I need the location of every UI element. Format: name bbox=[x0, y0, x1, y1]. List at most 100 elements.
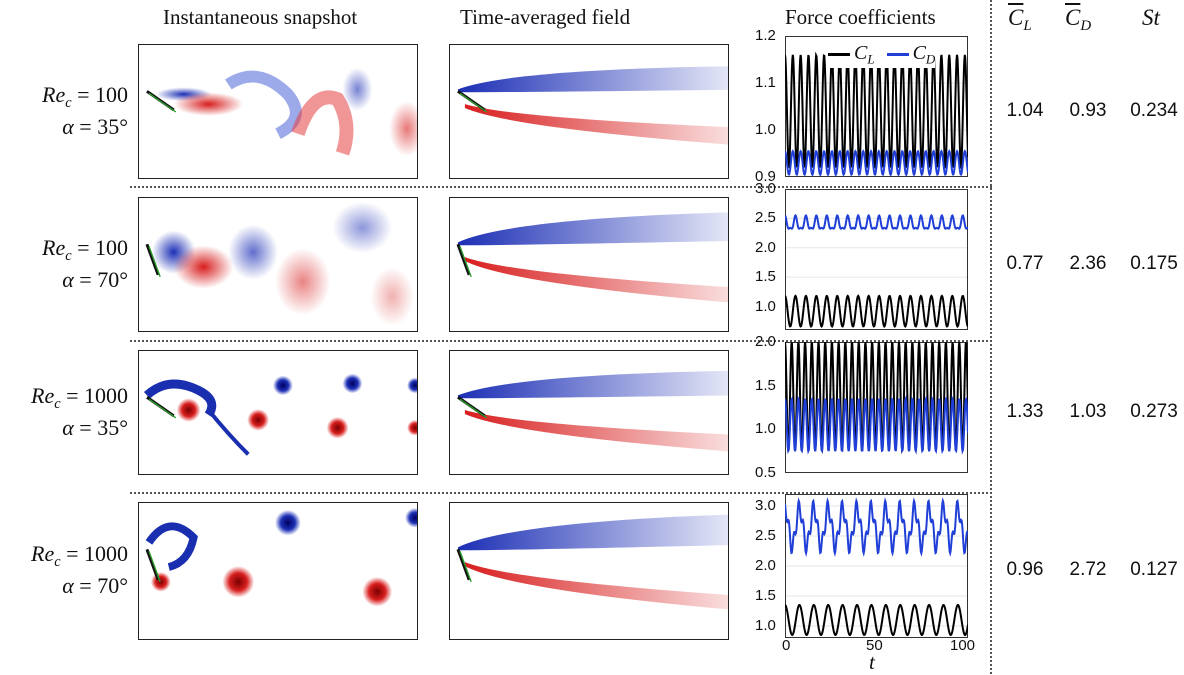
vortex-blob bbox=[275, 509, 301, 536]
vortex-blob bbox=[275, 248, 331, 316]
row-3-st: 0.273 bbox=[1130, 400, 1178, 422]
vortex-blob bbox=[326, 416, 349, 439]
vortex-blob bbox=[176, 398, 201, 422]
re-sub: c bbox=[65, 94, 72, 111]
row-2-st: 0.175 bbox=[1130, 252, 1178, 274]
alpha-value: = 70° bbox=[73, 573, 128, 598]
avg-red-wake bbox=[464, 410, 728, 452]
row-4-st: 0.127 bbox=[1130, 559, 1178, 580]
re-symbol: Re bbox=[31, 382, 55, 408]
avg-red-wake bbox=[464, 104, 728, 145]
row-1-snapshot-panel bbox=[138, 44, 418, 179]
vortex-blob bbox=[370, 266, 415, 327]
y-tick-label: 0.5 bbox=[755, 464, 776, 481]
vortex-blob bbox=[407, 377, 417, 394]
row-separator-2 bbox=[130, 340, 992, 342]
alpha-value: = 35° bbox=[73, 113, 128, 139]
chart-frame bbox=[785, 189, 968, 330]
row-1-re-label: Rec = 100 bbox=[0, 82, 128, 112]
legend-cd-label: C bbox=[912, 42, 926, 64]
row-separator-3 bbox=[130, 492, 992, 494]
avg-blue-wake bbox=[457, 66, 728, 93]
series-cd-line bbox=[785, 497, 968, 558]
plate-highlight bbox=[459, 551, 472, 583]
y-tick-label: 1.5 bbox=[755, 587, 776, 604]
vortex-blob bbox=[389, 101, 417, 157]
header-cd-symbol: C bbox=[1065, 5, 1081, 30]
series-cd-line bbox=[785, 149, 968, 177]
vortex-blob bbox=[291, 90, 354, 156]
re-value: = 100 bbox=[71, 81, 128, 107]
plate-highlight bbox=[148, 398, 177, 419]
vortex-blob bbox=[173, 92, 244, 116]
header-st: St bbox=[1142, 5, 1160, 30]
row-3-cl-mean: 1.33 bbox=[1006, 400, 1044, 422]
column-separator bbox=[990, 0, 992, 674]
vortex-blob bbox=[222, 566, 255, 598]
row-4-snapshot-panel bbox=[138, 502, 418, 640]
y-tick-label: 0.9 bbox=[755, 168, 776, 185]
header-cl-sub: L bbox=[1023, 18, 1032, 35]
y-tick-label: 2.5 bbox=[755, 527, 776, 544]
re-value: = 100 bbox=[71, 234, 128, 260]
row-1-cd-mean: 0.93 bbox=[1069, 99, 1107, 121]
x-axis-label: t bbox=[869, 650, 875, 674]
y-tick-label: 1.1 bbox=[755, 74, 776, 91]
vortex-blob bbox=[247, 409, 270, 431]
alpha-symbol: α bbox=[62, 113, 74, 139]
y-tick-label: 1.2 bbox=[755, 27, 776, 44]
avg-red-wake bbox=[464, 562, 728, 610]
header-cl-symbol: C bbox=[1008, 5, 1024, 30]
alpha-value: = 35° bbox=[73, 414, 128, 440]
row-4-averaged-panel bbox=[449, 502, 729, 640]
legend-cl-sub: L bbox=[867, 51, 875, 67]
vortex-blob bbox=[225, 70, 302, 139]
vortex-blob bbox=[206, 408, 250, 456]
row-3-alpha-label: α = 35° bbox=[0, 415, 128, 441]
header-cd-sub: D bbox=[1080, 18, 1092, 35]
alpha-symbol: α bbox=[62, 573, 74, 598]
vortex-blob bbox=[228, 224, 278, 280]
re-symbol: Re bbox=[42, 234, 66, 260]
plate-highlight bbox=[148, 92, 177, 113]
row-1-cl-mean: 1.04 bbox=[1006, 99, 1044, 121]
row-3-averaged-panel bbox=[449, 350, 729, 475]
row-3-snapshot-panel bbox=[138, 350, 418, 475]
y-tick-label: 1.0 bbox=[755, 617, 776, 634]
row-2-alpha-label: α = 70° bbox=[0, 267, 128, 293]
chart-legend: CL CD bbox=[828, 42, 936, 68]
y-tick-label: 3.0 bbox=[755, 497, 776, 514]
row-3-force-chart bbox=[785, 342, 968, 473]
plate bbox=[456, 548, 471, 581]
y-tick-label: 2.0 bbox=[755, 238, 776, 256]
legend-cd-sub: D bbox=[925, 51, 936, 67]
re-sub: c bbox=[54, 554, 61, 570]
re-sub: c bbox=[65, 247, 72, 264]
plate-highlight bbox=[459, 92, 488, 113]
re-value: = 1000 bbox=[60, 541, 128, 566]
vortex-blob bbox=[407, 419, 417, 436]
row-1-st: 0.234 bbox=[1130, 99, 1178, 121]
series-cl-line bbox=[785, 51, 968, 171]
plate-highlight bbox=[459, 398, 488, 419]
x-tick-label: 0 bbox=[782, 637, 791, 654]
y-tick-label: 1.0 bbox=[755, 121, 776, 138]
plate bbox=[145, 243, 160, 276]
vortex-blob bbox=[362, 576, 393, 607]
y-tick-label: 1.5 bbox=[755, 268, 776, 286]
header-snapshot: Instantaneous snapshot bbox=[163, 5, 358, 29]
x-tick-label: 50 bbox=[866, 637, 883, 654]
vortex-blob bbox=[173, 245, 234, 289]
series-cl-line bbox=[785, 603, 968, 637]
row-2-snapshot-panel bbox=[138, 197, 418, 332]
row-4-re-label: Rec = 1000 bbox=[0, 541, 128, 571]
row-4-cl-mean: 0.96 bbox=[1006, 559, 1044, 580]
row-3-re-label: Rec = 1000 bbox=[0, 383, 128, 413]
y-tick-label: 2.5 bbox=[755, 209, 776, 227]
row-4-cd-mean: 2.72 bbox=[1069, 559, 1107, 580]
legend-cl-label: C bbox=[854, 42, 868, 64]
series-cd-line bbox=[785, 395, 968, 455]
plate-highlight bbox=[459, 246, 472, 278]
vortex-blob bbox=[405, 507, 417, 528]
vortex-blob bbox=[143, 379, 217, 418]
